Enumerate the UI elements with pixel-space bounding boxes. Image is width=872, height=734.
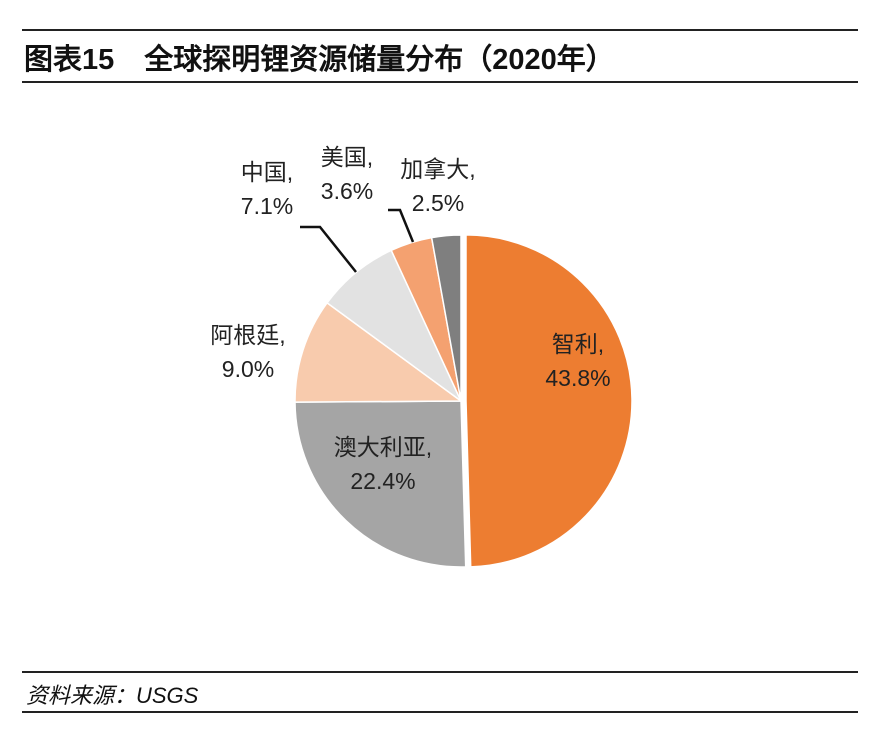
pie-slice [294,400,467,568]
slice-label: 澳大利亚, [334,434,432,460]
pie-slice [465,234,633,568]
slice-label: 智利, [552,331,604,357]
top-rule [22,29,858,31]
slice-label: 加拿大, [400,156,475,182]
figure-title: 图表15 全球探明锂资源储量分布（2020年） [24,36,615,78]
source-note: 资料来源：USGS [26,683,199,708]
slice-label: 中国, [241,159,293,185]
slice-value-label: 2.5% [412,190,464,216]
figure-number: 图表15 [24,44,115,76]
title-rule [22,81,858,83]
pie-slice [430,234,462,402]
slice-value-label: 7.1% [241,193,293,219]
slice-value-label: 3.6% [321,178,373,204]
leader-line-usa [388,208,415,243]
pie-slice [294,301,464,403]
source-top-rule [22,671,858,673]
slice-value-label: 43.8% [545,365,610,391]
leader-line-china [300,225,357,273]
slice-label: 阿根廷, [210,322,285,348]
source-bottom-rule [22,711,858,713]
title-text: 全球探明锂资源储量分布（2020年） [144,44,615,76]
slice-label: 美国, [321,144,373,170]
slice-value-label: 9.0% [222,356,274,382]
slice-value-label: 22.4% [350,468,415,494]
